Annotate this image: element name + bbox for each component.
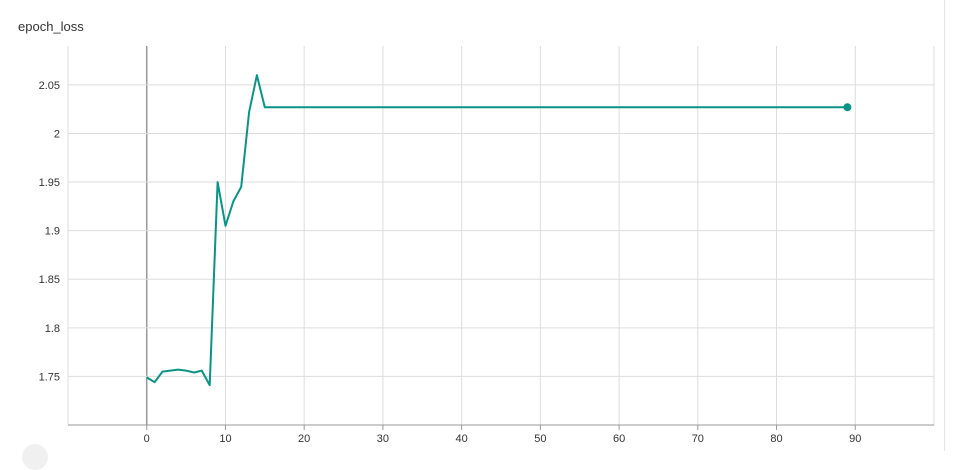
x-tick-label: 40 xyxy=(456,433,468,445)
x-tick-label: 0 xyxy=(144,433,150,445)
x-tick-label: 60 xyxy=(613,433,625,445)
panel-divider xyxy=(944,0,945,451)
y-tick-label: 1.8 xyxy=(45,323,60,335)
chart-title: epoch_loss xyxy=(18,19,84,34)
x-tick-label: 70 xyxy=(692,433,704,445)
y-tick-label: 1.95 xyxy=(39,177,60,189)
y-tick-label: 2.05 xyxy=(39,80,60,92)
corner-decoration xyxy=(22,444,48,470)
axes xyxy=(67,46,935,430)
x-tick-label: 80 xyxy=(770,433,782,445)
x-tick-label: 20 xyxy=(298,433,310,445)
last-point-marker[interactable] xyxy=(843,103,852,112)
y-tick-label: 1.75 xyxy=(39,371,60,383)
x-tick-label: 10 xyxy=(219,433,231,445)
y-tick-labels: 1.75 1.8 1.85 1.9 1.95 2 2.05 xyxy=(39,80,60,384)
y-tick-label: 1.9 xyxy=(45,226,60,238)
y-tick-label: 1.85 xyxy=(39,274,60,286)
x-tick-labels: 0 10 20 30 40 50 60 70 80 90 xyxy=(144,433,862,445)
y-tick-label: 2 xyxy=(54,128,60,140)
x-tick-label: 90 xyxy=(849,433,861,445)
x-tick-label: 50 xyxy=(534,433,546,445)
series-line[interactable] xyxy=(146,74,848,387)
x-gridlines xyxy=(145,46,856,425)
series-group xyxy=(146,74,852,387)
y-gridlines xyxy=(68,84,934,377)
x-tick-label: 30 xyxy=(377,433,389,445)
loss-chart[interactable]: 0 10 20 30 40 50 60 70 80 90 1.75 1.8 1.85 1.9 1.95 2 2… xyxy=(0,0,955,451)
